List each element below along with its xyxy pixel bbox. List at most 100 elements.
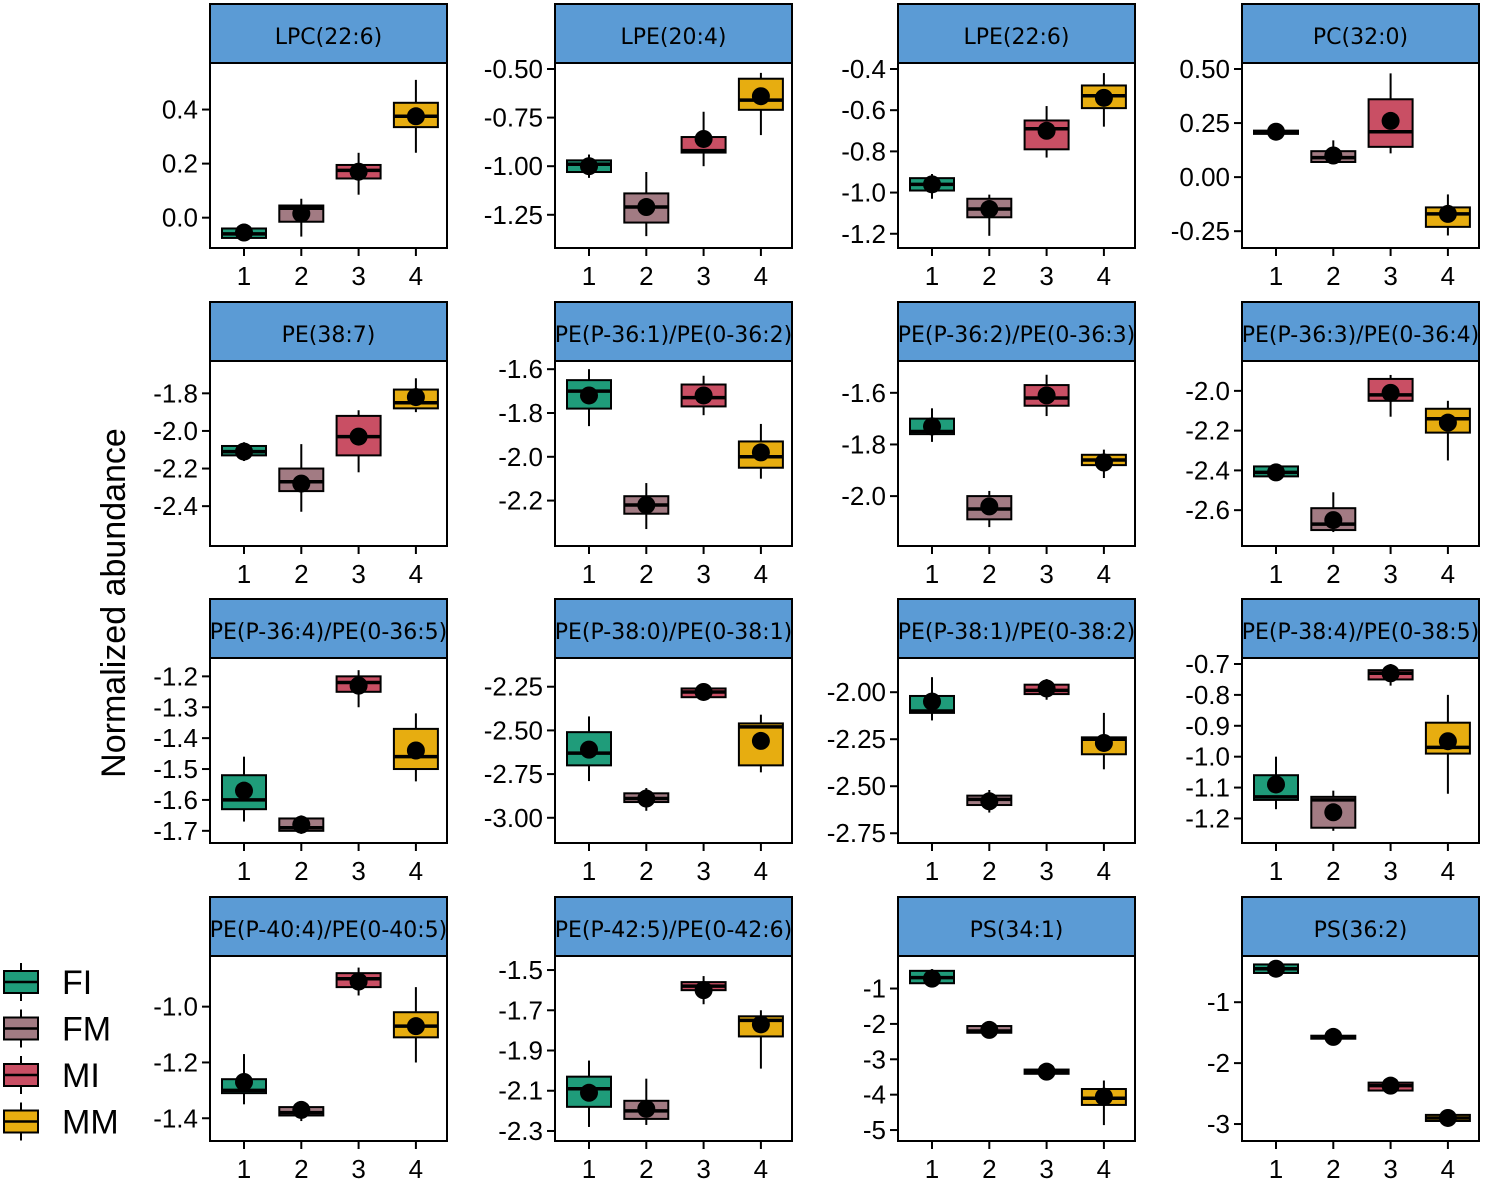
mean-point	[980, 1020, 999, 1039]
mean-point	[349, 162, 368, 181]
mean-point	[1324, 803, 1343, 822]
box-fm	[1310, 492, 1357, 533]
x-tick-label: 2	[982, 1154, 996, 1184]
x-tick-label: 1	[237, 261, 251, 291]
y-tick-label: -0.4	[841, 54, 886, 84]
box-mm	[1424, 1108, 1471, 1127]
box-fm	[1310, 790, 1357, 831]
x-tick-label: 4	[409, 559, 423, 589]
y-tick-label: -1.0	[1185, 742, 1230, 772]
mean-point	[580, 1083, 598, 1102]
box-mm	[392, 713, 439, 782]
mean-point	[1037, 386, 1056, 405]
box-mi	[680, 682, 727, 701]
legend-item-fi: FI	[3, 963, 92, 1002]
panel-strip	[554, 598, 793, 659]
panel-plot-area	[897, 360, 1136, 547]
box-mm	[1080, 449, 1127, 479]
y-tick-label: -0.50	[484, 54, 543, 84]
mean-point	[406, 388, 425, 407]
y-tick-label: -2.4	[153, 491, 198, 521]
x-tick-label: 4	[409, 856, 423, 886]
panel-plot-area	[1241, 955, 1480, 1142]
y-tick-label: -3.00	[484, 803, 543, 833]
mean-point	[1267, 122, 1285, 141]
mean-point	[1438, 732, 1457, 751]
y-tick-label: -1.8	[153, 378, 198, 408]
mean-point	[694, 981, 713, 1000]
box-fm	[623, 483, 670, 530]
box-mm	[737, 714, 784, 773]
mean-point	[1037, 679, 1056, 698]
panel-strip	[209, 3, 448, 64]
x-tick-label: 2	[639, 1154, 653, 1184]
mean-point	[349, 676, 368, 695]
panel-title: PE(P-42:5)/PE(0-42:6)	[555, 918, 793, 943]
x-tick-label: 3	[696, 856, 710, 886]
panel: PE(P-38:4)/PE(0-38:5)-0.7-0.8-0.9-1.0-1.…	[1185, 598, 1480, 886]
legend-item-mm: MM	[3, 1102, 119, 1142]
panel-title: PC(32:0)	[1313, 25, 1408, 50]
panel-title: LPE(22:6)	[964, 25, 1070, 50]
mean-point	[923, 692, 941, 711]
panel: LPC(22:6) 0.0 0.2 0.4 1 2 3 4	[162, 3, 448, 291]
x-tick-label: 2	[294, 856, 308, 886]
panel-plot-area	[209, 955, 448, 1142]
box-fi	[566, 154, 612, 178]
x-tick-label: 2	[294, 261, 308, 291]
mean-point	[580, 157, 598, 176]
mean-point	[1094, 88, 1113, 107]
panel-grid: LPC(22:6) 0.0 0.2 0.4 1 2 3 4 LPE(20:4) -0.50 -0.7…	[153, 3, 1480, 1184]
box-mi	[1367, 73, 1414, 154]
mean-point	[923, 969, 941, 988]
x-tick-label: 2	[1326, 1154, 1340, 1184]
x-tick-label: 1	[925, 1154, 939, 1184]
panel: PE(P-38:0)/PE(0-38:1) -2.25 -2.50 -2.75 -3.0…	[484, 598, 793, 886]
box-mi	[1367, 374, 1414, 417]
mean-point	[637, 495, 656, 514]
mean-point	[1324, 146, 1343, 165]
panel-title: PS(34:1)	[970, 918, 1064, 943]
mean-point	[694, 386, 713, 405]
mean-point	[694, 682, 713, 701]
mean-point	[1381, 111, 1400, 130]
y-tick-label: -1.5	[498, 955, 543, 985]
mean-point	[1094, 453, 1113, 472]
x-tick-label: 1	[925, 261, 939, 291]
x-tick-label: 3	[1383, 856, 1397, 886]
mean-point	[1094, 733, 1113, 752]
y-tick-label: 0.4	[162, 95, 198, 125]
mean-point	[235, 781, 253, 800]
x-tick-label: 2	[1326, 261, 1340, 291]
box-fm	[1310, 1027, 1357, 1046]
panel-strip	[209, 896, 448, 957]
x-tick-label: 4	[1097, 261, 1111, 291]
panel-title: PE(P-38:4)/PE(0-38:5)	[1242, 620, 1480, 645]
x-tick-label: 2	[982, 559, 996, 589]
box-fm	[623, 1078, 670, 1125]
mean-point	[637, 198, 656, 217]
mean-point	[349, 427, 368, 446]
panel: PS(34:1) -1 -2 -3 -4 -5 1 2 3 4	[863, 896, 1136, 1184]
box-fi	[1253, 959, 1299, 978]
mean-point	[1381, 664, 1400, 683]
x-tick-label: 2	[982, 261, 996, 291]
y-tick-label: -0.7	[1185, 649, 1230, 679]
panel: LPE(20:4) -0.50 -0.75 -1.00 -1.25 1 2 3 4	[484, 3, 793, 291]
box-mm	[392, 378, 439, 413]
panel: PE(P-36:4)/PE(0-36:5)-1.2-1.3-1.4-1.5-1.…	[153, 598, 448, 886]
mean-point	[980, 497, 999, 516]
x-tick-label: 3	[351, 856, 365, 886]
x-tick-label: 2	[639, 261, 653, 291]
y-tick-label: 0.2	[162, 149, 198, 179]
legend-label: FI	[62, 964, 92, 1002]
mean-point	[751, 731, 770, 750]
x-tick-label: 4	[1097, 856, 1111, 886]
x-tick-label: 4	[409, 261, 423, 291]
x-tick-label: 1	[1269, 559, 1283, 589]
mean-point	[1267, 775, 1285, 794]
mean-point	[235, 442, 253, 461]
mean-point	[694, 129, 713, 148]
x-tick-label: 3	[351, 261, 365, 291]
